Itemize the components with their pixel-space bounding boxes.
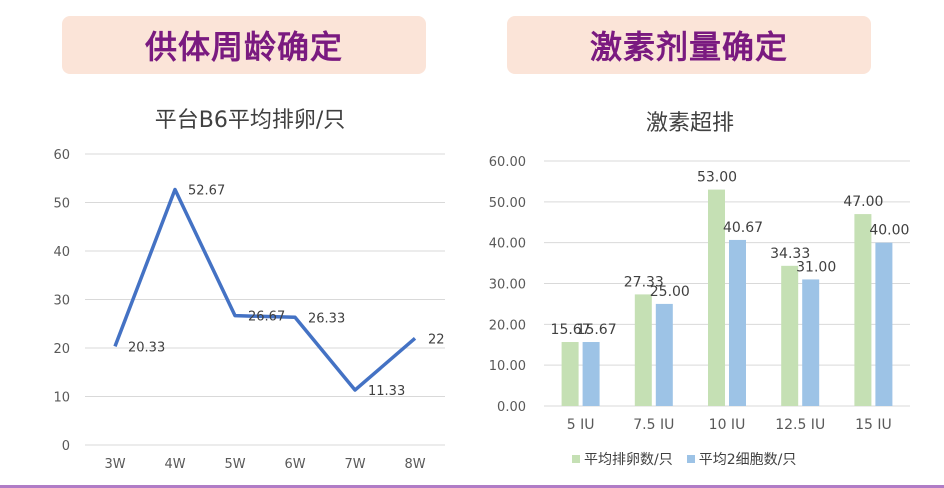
bar-chart: 0.00 10.00 20.00 30.00 40.00 50.00 60.00 5 IU 15… [489, 155, 910, 433]
bar-chart-data-label: 53.00 [697, 170, 737, 186]
legend-item-two-cell: 平均2细胞数/只 [686, 449, 797, 469]
line-chart: 0 10 20 30 40 50 60 3W 4W 5W 6W 7W 8W 20.33 52.67 26.67… [53, 148, 445, 472]
line-chart-data-label: 52.67 [188, 184, 225, 199]
bar-chart-y-tick: 30.00 [489, 278, 526, 293]
bar-chart-title: 激素超排 [645, 111, 734, 136]
banner-donor-age-label: 供体周龄确定 [144, 28, 343, 66]
line-chart-series [113, 187, 417, 392]
bar-chart-bar [875, 242, 893, 406]
bar-chart-bar [854, 214, 872, 406]
bar-chart-legend: 平均排卵数/只 平均2细胞数/只 [572, 449, 796, 469]
line-chart-data-label: 26.67 [248, 310, 285, 325]
legend-label-two-cell: 平均2细胞数/只 [698, 452, 797, 468]
line-chart-x-tick: 6W [284, 457, 305, 472]
bar-chart-bar [561, 342, 579, 406]
banner-donor-age: 供体周龄确定 [62, 16, 426, 74]
line-chart-data-label: 11.33 [368, 384, 405, 399]
bar-chart-bar [708, 189, 725, 406]
legend-swatch-blue [686, 455, 695, 463]
line-chart-y-tick: 20 [53, 342, 70, 357]
line-chart-title: 平台B6平均排卵/只 [154, 108, 346, 133]
bar-chart-bar [729, 239, 746, 406]
banner-hormone-dose-label: 激素剂量确定 [589, 28, 788, 66]
bar-chart-x-tick: 5 IU [567, 417, 595, 433]
line-chart-x-tick: 3W [104, 457, 125, 472]
bar-chart-x-tick: 10 IU [709, 417, 746, 433]
bar-chart-data-label: 47.00 [843, 194, 883, 210]
bottom-border [0, 485, 944, 488]
bar-chart-y-tick: 0.00 [497, 400, 526, 415]
bar-chart-bar [582, 342, 600, 406]
legend-item-ovulation: 平均排卵数/只 [572, 449, 673, 469]
line-chart-y-tick: 60 [53, 148, 70, 163]
bar-chart-data-label: 31.00 [796, 259, 836, 275]
bar-chart-x-tick: 15 IU [855, 417, 892, 433]
banner-hormone-dose: 激素剂量确定 [507, 16, 871, 74]
line-chart-y-tick: 0 [62, 439, 70, 454]
line-chart-x-tick: 8W [404, 457, 425, 472]
bar-chart-bar [781, 265, 799, 406]
line-chart-x-tick: 7W [344, 457, 365, 472]
line-chart-y-tick: 10 [53, 391, 70, 406]
bar-chart-x-tick: 7.5 IU [633, 417, 674, 433]
bar-chart-data-label: 15.67 [577, 322, 617, 338]
bar-chart-y-tick: 10.00 [489, 359, 526, 374]
bar-chart-data-label: 25.00 [650, 284, 690, 300]
bar-chart-x-tick: 12.5 IU [775, 417, 825, 433]
line-chart-data-label: 26.33 [308, 311, 345, 326]
bar-chart-data-label: 15.67 [551, 322, 591, 338]
line-chart-data-label: 22 [428, 332, 445, 347]
bar-chart-y-tick: 40.00 [489, 237, 526, 252]
legend-label-ovulation: 平均排卵数/只 [584, 452, 673, 468]
line-chart-y-tick: 50 [53, 197, 70, 212]
bar-chart-y-tick: 60.00 [489, 155, 526, 170]
bar-chart-bar [655, 303, 673, 406]
bar-chart-data-label: 34.33 [770, 246, 810, 262]
line-chart-x-tick: 5W [224, 457, 245, 472]
line-chart-x-tick: 4W [164, 457, 185, 472]
line-chart-data-label: 20.33 [128, 340, 165, 355]
line-chart-y-tick: 30 [53, 294, 70, 309]
bar-chart-data-label: 27.33 [624, 274, 664, 290]
bar-chart-data-label: 40.67 [723, 220, 763, 236]
line-chart-y-tick: 40 [53, 245, 70, 260]
bar-chart-y-tick: 20.00 [489, 318, 526, 333]
bar-chart-data-label: 40.00 [869, 223, 909, 239]
bar-chart-bar [634, 294, 652, 406]
bar-chart-y-tick: 50.00 [489, 196, 526, 211]
legend-swatch-green [572, 455, 580, 463]
bar-chart-bar [802, 279, 820, 406]
